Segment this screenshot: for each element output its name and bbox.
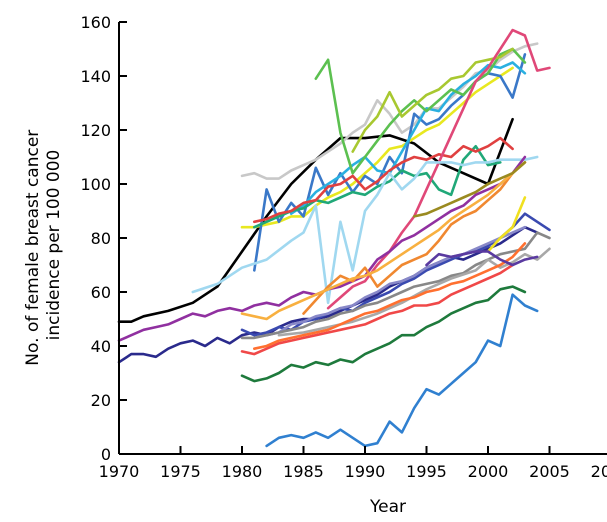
tick-marks: [118, 21, 551, 455]
series-line-18: [265, 225, 527, 337]
x-tick-label: 2005: [529, 462, 570, 481]
series-line-14: [240, 161, 527, 321]
series-line-17: [240, 212, 551, 337]
y-axis-title: No. of female breast cancer incidence pe…: [23, 124, 64, 365]
x-tick-label: 1970: [99, 462, 140, 481]
x-tick-label: 1990: [345, 462, 386, 481]
series-line-21: [240, 263, 514, 356]
y-tick-label: 20: [91, 391, 111, 410]
series-line-7: [351, 47, 514, 153]
series-line-15: [412, 161, 527, 218]
series-line-2: [240, 42, 539, 180]
x-axis-title: Year: [369, 497, 406, 517]
x-tick-label: 1995: [406, 462, 447, 481]
series-line-25: [486, 196, 527, 253]
series-line-26: [425, 250, 539, 267]
series-line-6: [314, 47, 527, 175]
series-line-1: [117, 117, 514, 324]
y-tick-label: 120: [80, 121, 111, 140]
x-tick-label: 1980: [222, 462, 263, 481]
y-axis-title-line-1: No. of female breast cancer: [23, 130, 43, 366]
x-tick-label: 1985: [283, 462, 324, 481]
series-line-16: [117, 225, 539, 364]
x-tick-label: 2010: [591, 462, 607, 481]
series-line-24: [265, 293, 539, 448]
y-tick-label: 80: [91, 229, 111, 248]
series-line-23: [240, 285, 527, 383]
series-line-11: [191, 155, 539, 305]
y-axis-title-line-2: incidence per 100 000: [44, 150, 64, 341]
y-tick-label: 40: [91, 337, 111, 356]
y-tick-label: 60: [91, 283, 111, 302]
tick-labels: 0 20 40 60 80 100 120 140 160 1970 1975 1980 1985 199…: [80, 13, 607, 481]
series-line-9: [253, 136, 514, 224]
series-line-5: [289, 61, 527, 215]
y-tick-label: 160: [80, 13, 111, 32]
series-line-13: [302, 161, 527, 315]
series-line-19: [240, 231, 551, 340]
series-line-22: [253, 242, 527, 351]
y-tick-label: 140: [80, 67, 111, 86]
series-line-8: [253, 144, 502, 229]
x-tick-label: 1975: [160, 462, 201, 481]
y-tick-label: 100: [80, 175, 111, 194]
y-tick-label: 0: [101, 445, 111, 464]
x-tick-label: 2000: [468, 462, 509, 481]
series-layer: [117, 28, 551, 448]
